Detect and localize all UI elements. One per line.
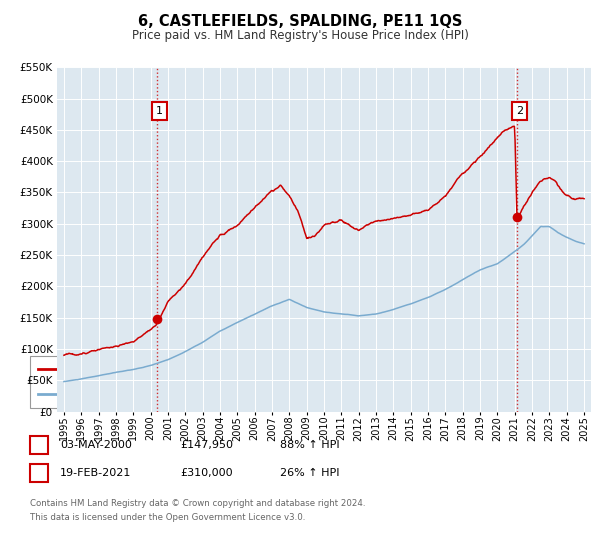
- Text: 2: 2: [516, 106, 523, 116]
- Text: This data is licensed under the Open Government Licence v3.0.: This data is licensed under the Open Gov…: [30, 514, 305, 522]
- Text: Price paid vs. HM Land Registry's House Price Index (HPI): Price paid vs. HM Land Registry's House …: [131, 29, 469, 42]
- Text: 88% ↑ HPI: 88% ↑ HPI: [280, 440, 340, 450]
- Text: 1: 1: [156, 106, 163, 116]
- FancyBboxPatch shape: [30, 436, 48, 454]
- Text: £147,950: £147,950: [180, 440, 233, 450]
- Text: HPI: Average price, detached house, South Holland: HPI: Average price, detached house, Sout…: [67, 389, 322, 399]
- Text: 03-MAY-2000: 03-MAY-2000: [60, 440, 132, 450]
- Text: 6, CASTLEFIELDS, SPALDING, PE11 1QS (detached house): 6, CASTLEFIELDS, SPALDING, PE11 1QS (det…: [67, 364, 353, 374]
- Text: 26% ↑ HPI: 26% ↑ HPI: [280, 468, 340, 478]
- Text: 19-FEB-2021: 19-FEB-2021: [60, 468, 131, 478]
- FancyBboxPatch shape: [30, 464, 48, 482]
- Text: 1: 1: [35, 440, 43, 450]
- Text: 6, CASTLEFIELDS, SPALDING, PE11 1QS: 6, CASTLEFIELDS, SPALDING, PE11 1QS: [138, 14, 462, 29]
- Text: 2: 2: [35, 468, 43, 478]
- Text: £310,000: £310,000: [180, 468, 233, 478]
- FancyBboxPatch shape: [30, 356, 420, 408]
- Text: Contains HM Land Registry data © Crown copyright and database right 2024.: Contains HM Land Registry data © Crown c…: [30, 500, 365, 508]
